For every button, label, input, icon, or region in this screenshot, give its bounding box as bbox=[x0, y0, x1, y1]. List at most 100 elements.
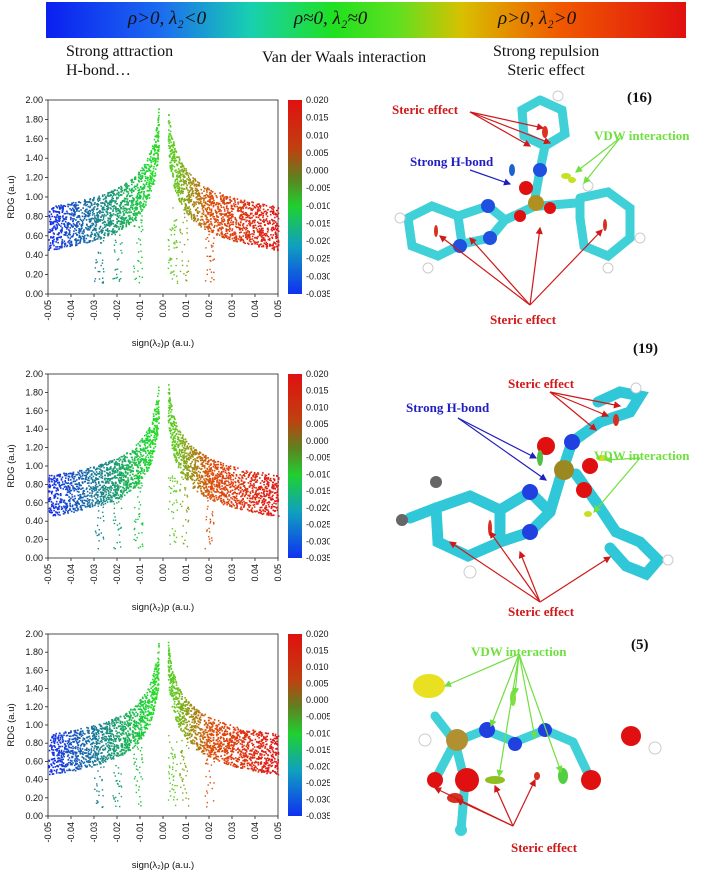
y-axis-label: RDG (a.u) bbox=[6, 444, 17, 487]
colorbar bbox=[288, 634, 302, 816]
colorbar bbox=[288, 100, 302, 294]
molecule-19-hbond-label: Strong H-bond bbox=[406, 400, 490, 415]
y-tick-label: 0.40 bbox=[25, 775, 43, 785]
colorbar-tick-label: 0.015 bbox=[306, 386, 329, 396]
x-tick-label: 0.00 bbox=[158, 300, 168, 318]
colorbar-tick-label: 0.000 bbox=[306, 166, 329, 176]
x-axis-label: sign(λ₂)ρ (a.u.) bbox=[132, 860, 194, 871]
rdg-plot-16: 0.020 0.015 0.010 0.005 0.000 -0.005 -0.010 -0.… bbox=[6, 95, 330, 349]
molecule-16-steric-arrows bbox=[439, 111, 603, 306]
molecule-16-atoms bbox=[394, 90, 646, 274]
x-tick-label: -0.03 bbox=[89, 564, 99, 585]
x-tick-label: -0.03 bbox=[89, 300, 99, 321]
y-tick-label: 1.60 bbox=[25, 406, 43, 416]
molecule-5-vdw-label: VDW interaction bbox=[471, 644, 567, 659]
molecule-5-diagram: VDW interaction Steric effect bbox=[413, 644, 662, 855]
x-tick-label: 0.02 bbox=[204, 564, 214, 582]
molecule-19-isosurfaces bbox=[488, 414, 619, 536]
y-tick-label: 1.60 bbox=[25, 665, 43, 675]
molecule-19-vdw-arrows bbox=[593, 456, 641, 513]
colorbar-tick-label: 0.000 bbox=[306, 436, 329, 446]
x-tick-label: 0.05 bbox=[273, 822, 283, 840]
molecule-16-bonds bbox=[403, 95, 635, 262]
colorbar-tick-label: 0.020 bbox=[306, 629, 329, 639]
colorbar-tick-label: -0.020 bbox=[306, 236, 330, 246]
y-tick-label: 1.20 bbox=[25, 173, 43, 183]
molecule-5-vdw-arrows bbox=[443, 653, 563, 778]
molecule-16-hbond-arrow bbox=[469, 169, 512, 186]
colorbar-tick-label: -0.015 bbox=[306, 218, 330, 228]
y-tick-label: 2.00 bbox=[25, 95, 43, 105]
y-tick-label: 0.40 bbox=[25, 250, 43, 260]
x-tick-label: -0.05 bbox=[43, 300, 53, 321]
y-tick-label: 1.80 bbox=[25, 114, 43, 124]
rdg-plot-5: 0.020 0.015 0.010 0.005 0.000 -0.005 -0.010 -0.… bbox=[6, 629, 330, 871]
x-tick-label: 0.01 bbox=[181, 822, 191, 840]
x-tick-label: 0.01 bbox=[181, 300, 191, 318]
x-tick-label: -0.05 bbox=[43, 822, 53, 843]
colorbar-tick-label: -0.035 bbox=[306, 289, 330, 299]
x-tick-label: 0.03 bbox=[227, 822, 237, 840]
molecule-5-id: (5) bbox=[631, 637, 649, 653]
colorbar-tick-label: -0.030 bbox=[306, 536, 330, 546]
colorbar-tick-label: 0.000 bbox=[306, 695, 329, 705]
colorbar bbox=[288, 374, 302, 558]
molecule-19-steric-top-label: Steric effect bbox=[508, 376, 575, 391]
x-tick-label: 0.00 bbox=[158, 564, 168, 582]
x-tick-label: -0.04 bbox=[66, 822, 76, 843]
vdw-region-label: ρ≈0, λ₂≈0 bbox=[294, 8, 368, 29]
plot-frame bbox=[47, 373, 279, 559]
molecule-19-hbond-arrows bbox=[457, 417, 547, 481]
colorbar-tick-label: -0.030 bbox=[306, 271, 330, 281]
colorbar-tick-label: -0.005 bbox=[306, 712, 330, 722]
colorbar-tick-label: -0.020 bbox=[306, 761, 330, 771]
colorbar-tick-label: -0.010 bbox=[306, 201, 330, 211]
y-tick-label: 0.20 bbox=[25, 270, 43, 280]
colorbar-tick-label: 0.015 bbox=[306, 646, 329, 656]
y-tick-label: 1.80 bbox=[25, 647, 43, 657]
molecule-16-diagram: Steric effect Strong H-bond VDW interact… bbox=[392, 90, 690, 327]
y-tick-label: 1.20 bbox=[25, 443, 43, 453]
vdw-caption: Van der Waals interaction bbox=[262, 49, 427, 66]
x-tick-label: -0.01 bbox=[135, 300, 145, 321]
molecule-16-vdw-arrows bbox=[575, 137, 621, 184]
colorbar-tick-label: 0.020 bbox=[306, 95, 329, 105]
attraction-caption: Strong attraction H-bond… bbox=[66, 43, 174, 79]
y-tick-label: 1.40 bbox=[25, 153, 43, 163]
repulsion-caption: Strong repulsion Steric effect bbox=[493, 43, 600, 79]
rdg-scatter-points bbox=[48, 108, 280, 285]
y-axis-label: RDG (a.u) bbox=[6, 703, 17, 746]
colorbar-tick-label: -0.020 bbox=[306, 503, 330, 513]
colorbar-tick-label: 0.015 bbox=[306, 113, 329, 123]
x-tick-label: 0.00 bbox=[158, 822, 168, 840]
y-tick-label: 0.80 bbox=[25, 211, 43, 221]
x-tick-label: -0.02 bbox=[112, 822, 122, 843]
y-tick-label: 2.00 bbox=[25, 369, 43, 379]
colorbar-tick-label: -0.015 bbox=[306, 486, 330, 496]
y-tick-label: 0.60 bbox=[25, 231, 43, 241]
molecule-19-atoms bbox=[396, 382, 674, 579]
x-tick-label: -0.04 bbox=[66, 300, 76, 321]
x-tick-label: 0.02 bbox=[204, 300, 214, 318]
molecule-19-diagram: Steric effect Strong H-bond VDW interact… bbox=[396, 376, 690, 619]
colorbar-tick-label: 0.005 bbox=[306, 148, 329, 158]
y-tick-label: 0.80 bbox=[25, 738, 43, 748]
x-tick-label: -0.02 bbox=[112, 564, 122, 585]
molecule-19-vdw-label: VDW interaction bbox=[594, 448, 690, 463]
x-tick-label: -0.01 bbox=[135, 822, 145, 843]
molecule-19-id: (19) bbox=[633, 341, 658, 357]
y-tick-label: 0.20 bbox=[25, 793, 43, 803]
plot-frame bbox=[47, 99, 279, 295]
y-axis-label: RDG (a.u) bbox=[6, 175, 17, 218]
x-tick-label: 0.05 bbox=[273, 564, 283, 582]
y-tick-label: 1.40 bbox=[25, 424, 43, 434]
molecule-5-steric-label: Steric effect bbox=[511, 840, 578, 855]
x-tick-label: -0.03 bbox=[89, 822, 99, 843]
colorbar-tick-label: -0.025 bbox=[306, 520, 330, 530]
molecule-19-bonds bbox=[404, 386, 666, 581]
molecule-16-steric-top-label: Steric effect bbox=[392, 102, 459, 117]
y-tick-label: 0.60 bbox=[25, 498, 43, 508]
colorbar-tick-label: -0.035 bbox=[306, 811, 330, 821]
colorbar-tick-label: -0.035 bbox=[306, 553, 330, 563]
x-tick-label: -0.04 bbox=[66, 564, 76, 585]
